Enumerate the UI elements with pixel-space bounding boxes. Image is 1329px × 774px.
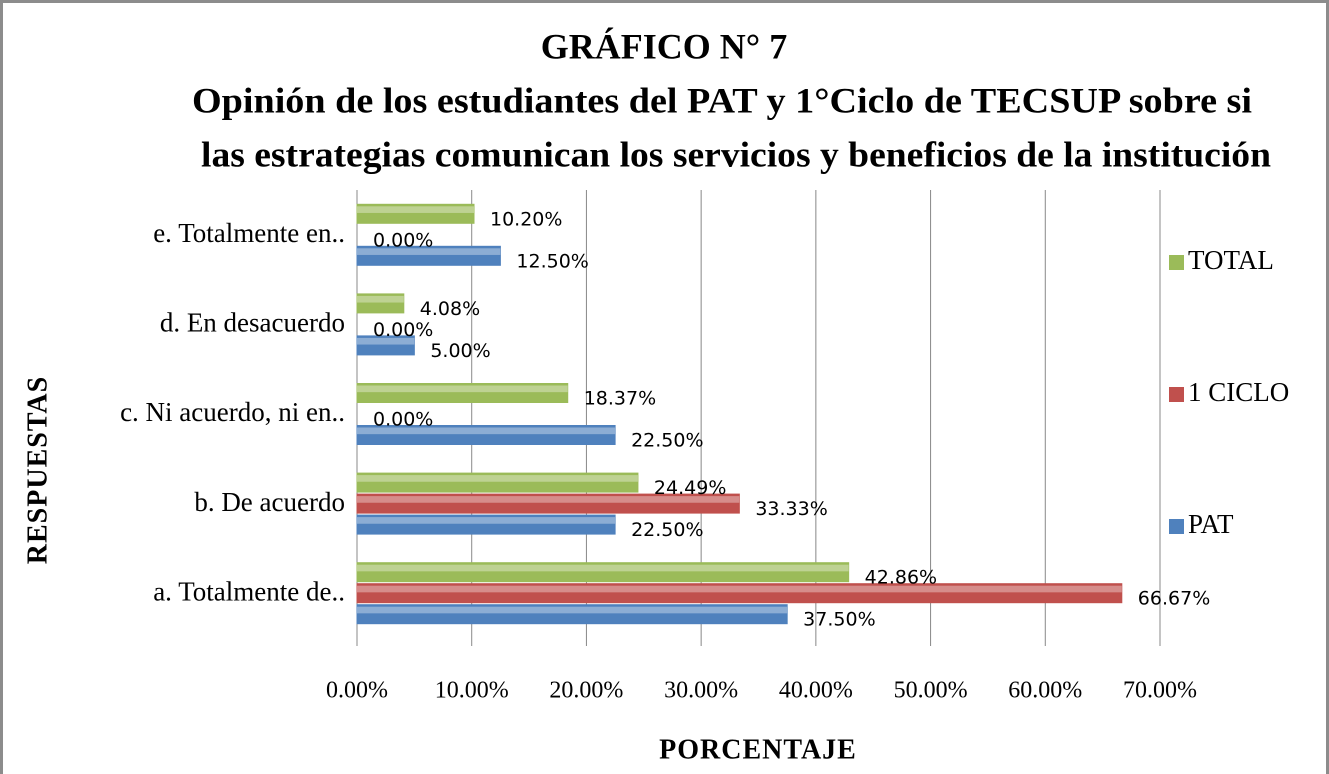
bar (356, 383, 569, 403)
bar (356, 203, 475, 224)
bar (356, 425, 616, 445)
data-label: 24.49% (654, 477, 726, 499)
bar (356, 562, 850, 583)
x-tick-label: 0.00% (326, 678, 388, 704)
data-label: 0.00% (373, 229, 433, 251)
data-label: 33.33% (755, 498, 827, 520)
data-label: 10.20% (490, 208, 562, 230)
data-label: 42.86% (865, 567, 937, 589)
bar (356, 245, 501, 266)
data-label: 22.50% (631, 430, 703, 452)
x-tick-label: 70.00% (1123, 678, 1197, 704)
legend-label: 1 CICLO (1188, 377, 1289, 407)
bar (356, 514, 616, 535)
x-tick-label: 10.00% (435, 678, 509, 704)
legend-label: TOTAL (1188, 245, 1274, 275)
x-tick-label: 30.00% (664, 678, 738, 704)
legend-swatch (1169, 387, 1184, 402)
data-label: 18.37% (584, 388, 656, 410)
data-label: 5.00% (430, 340, 490, 362)
data-label: 0.00% (373, 409, 433, 431)
legend-swatch (1169, 255, 1184, 270)
x-tick-label: 60.00% (1008, 678, 1082, 704)
x-tick-label: 50.00% (894, 678, 968, 704)
data-label: 22.50% (631, 519, 703, 541)
y-tick-label: a. Totalmente de.. (153, 576, 345, 606)
bar (356, 604, 788, 625)
chart-title: las estrategias comunican los servicios … (201, 134, 1271, 174)
bar (356, 493, 740, 514)
data-label: 0.00% (373, 319, 433, 341)
y-tick-label: e. Totalmente en.. (153, 218, 345, 248)
data-label: 12.50% (516, 250, 588, 272)
legend-label: PAT (1188, 509, 1234, 539)
data-label: 37.50% (803, 609, 875, 631)
legend-swatch (1169, 519, 1184, 534)
y-tick-label: d. En desacuerdo (160, 308, 345, 338)
bar (356, 472, 639, 493)
chart-title: Opinión de los estudiantes del PAT y 1°C… (192, 80, 1252, 120)
y-tick-label: c. Ni acuerdo, ni en.. (120, 397, 345, 427)
chart-title: GRÁFICO N° 7 (541, 26, 787, 66)
y-axis-label: RESPUESTAS (22, 376, 53, 564)
y-tick-label: b. De acuerdo (194, 487, 345, 517)
x-axis-label: PORCENTAJE (659, 734, 857, 765)
data-label: 66.67% (1138, 588, 1210, 610)
x-tick-label: 40.00% (779, 678, 853, 704)
bar (356, 335, 415, 356)
bar (356, 583, 1123, 604)
data-label: 4.08% (420, 298, 480, 320)
x-tick-label: 20.00% (549, 678, 623, 704)
bar (356, 293, 405, 314)
